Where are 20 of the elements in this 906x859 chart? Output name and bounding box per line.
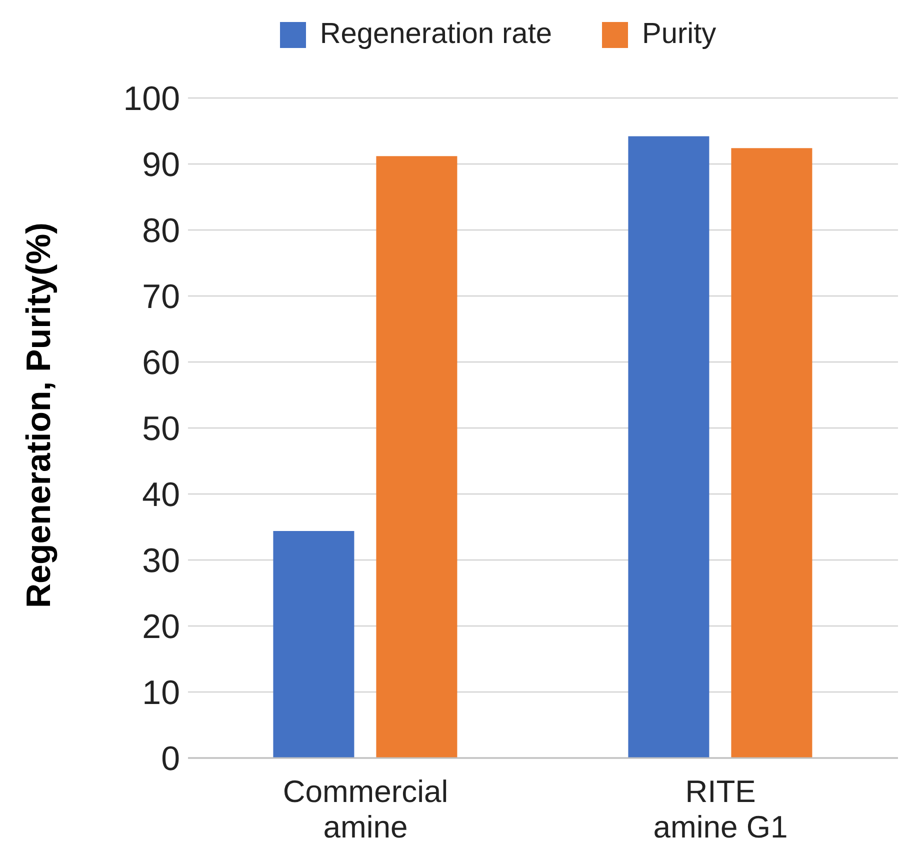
legend-label: Regeneration rate: [320, 18, 552, 50]
bar: [628, 136, 710, 758]
bar: [376, 156, 458, 758]
x-tick-label: RITE amine G1: [653, 774, 788, 845]
y-tick-label: 80: [142, 212, 180, 250]
y-tick-label: 20: [142, 608, 180, 646]
bar: [273, 530, 354, 758]
y-tick-label: 40: [142, 476, 180, 514]
legend-label: Purity: [642, 18, 716, 50]
y-tick-label: 70: [142, 278, 180, 316]
x-tick-label: Commercial amine: [282, 774, 448, 845]
y-tick-label: 50: [142, 410, 180, 448]
y-tick-label: 30: [142, 542, 180, 580]
y-tick-label: 90: [142, 146, 180, 184]
bar: [731, 148, 812, 758]
y-axis-title: Regeneration, Purity(%): [20, 222, 58, 608]
y-tick-label: 10: [142, 674, 180, 712]
y-tick-label: 0: [161, 740, 180, 778]
y-tick-label: 60: [142, 344, 180, 382]
y-tick-label: 100: [123, 80, 180, 118]
